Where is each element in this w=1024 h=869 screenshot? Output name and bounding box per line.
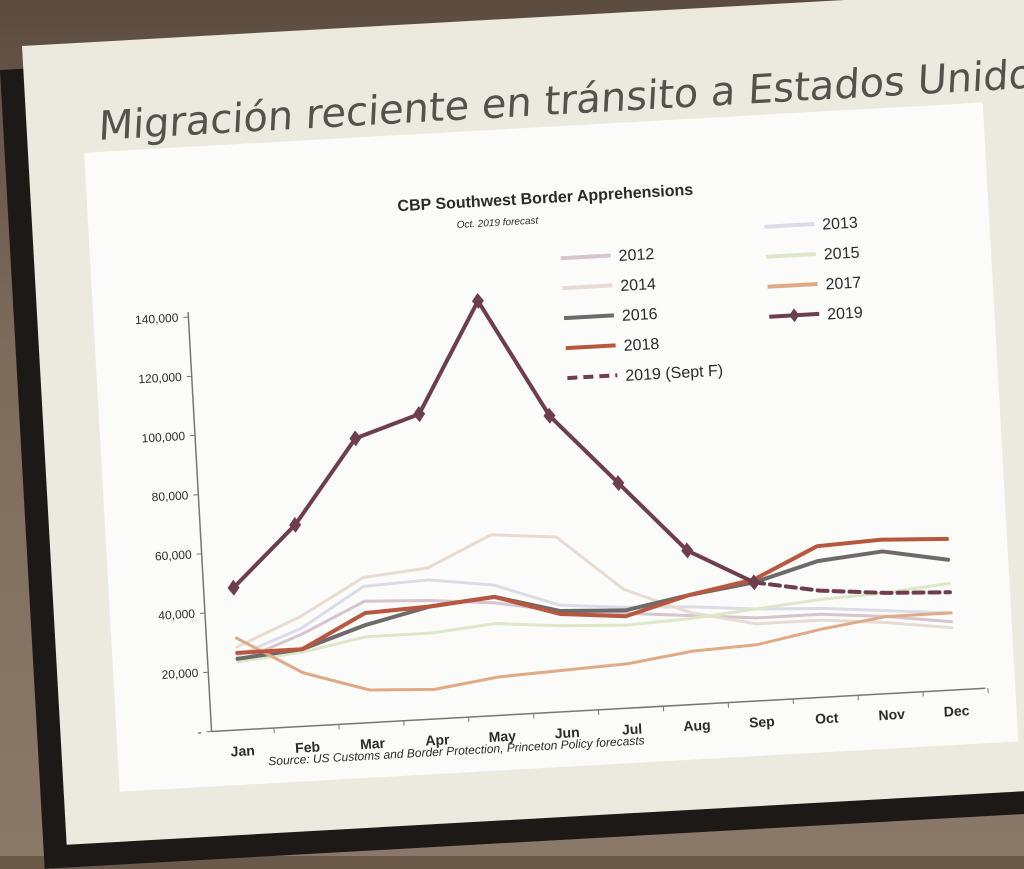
y-tick-label: - (197, 725, 202, 739)
legend-swatch (564, 315, 614, 318)
legend-swatch (561, 255, 611, 258)
x-tick-label: Dec (943, 702, 970, 719)
legend-swatch (768, 284, 818, 287)
legend-marker (789, 308, 800, 323)
series-line-2019 (218, 286, 754, 611)
legend-swatch (566, 345, 616, 348)
axes: - 20,000 40,000 60,000 80,000 100,000 120,000 1… (135, 267, 990, 764)
legend-swatch (562, 285, 612, 288)
x-tick-label: Aug (683, 717, 711, 734)
x-tick-label: Oct (815, 709, 840, 726)
legend-label: 2013 (822, 215, 859, 234)
y-tick-label: 140,000 (135, 311, 179, 327)
legend-label: 2012 (618, 246, 655, 265)
series-lines (212, 268, 954, 701)
legend-label: 2019 (827, 304, 864, 323)
legend-label: 2015 (823, 245, 860, 264)
chart-subtitle: Oct. 2019 forecast (456, 215, 539, 231)
legend: 2012 2014 2016 2018 2019 (Sept F) 2013 2015 201… (559, 215, 866, 388)
series-line-2015 (236, 583, 952, 661)
y-tick-label: 80,000 (151, 488, 189, 504)
legend-label: 2019 (Sept F) (625, 362, 724, 384)
chart-source: Source: US Customs and Border Protection… (268, 733, 645, 768)
legend-label: 2018 (623, 336, 660, 355)
legend-swatch (766, 254, 816, 257)
y-tick-label: 100,000 (141, 429, 185, 445)
legend-swatch (567, 375, 617, 378)
legend-label: 2017 (825, 275, 862, 294)
chart-title: CBP Southwest Border Apprehensions (397, 182, 694, 216)
legend-swatch (764, 224, 814, 227)
chart-panel: CBP Southwest Border Apprehensions Oct. … (84, 102, 1018, 791)
x-tick-label: Nov (878, 706, 906, 723)
projected-slide: Migración reciente en tránsito a Estados… (22, 0, 1024, 845)
y-tick-label: 60,000 (155, 547, 193, 563)
legend-label: 2016 (622, 306, 659, 325)
y-tick-label: 120,000 (138, 370, 182, 386)
line-chart: CBP Southwest Border Apprehensions Oct. … (84, 102, 1018, 791)
y-tick-label: 40,000 (158, 607, 196, 623)
x-tick-label: Sep (749, 713, 776, 730)
legend-label: 2014 (620, 276, 657, 295)
y-tick-label: 20,000 (161, 666, 199, 682)
x-tick-label: Jan (230, 742, 255, 759)
